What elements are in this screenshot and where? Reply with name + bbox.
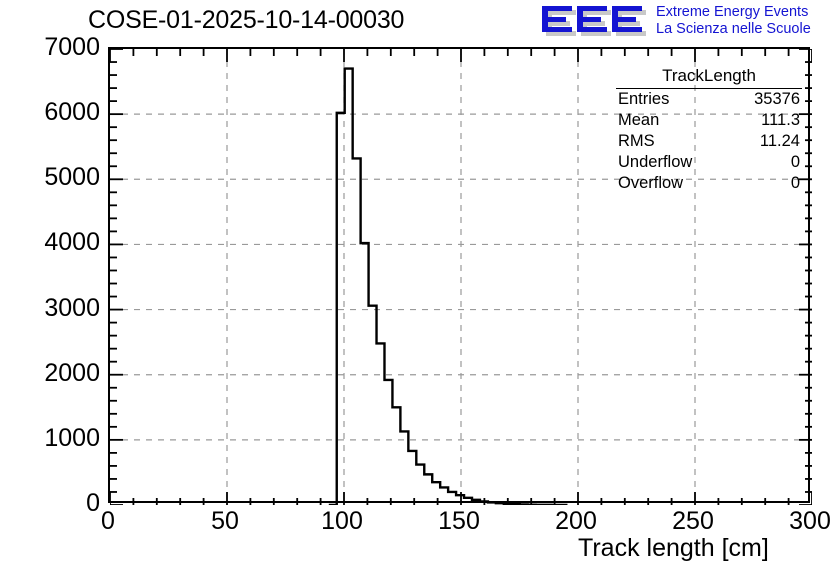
- y-tick-label: 4000: [44, 228, 100, 257]
- eee-mark-icon: [542, 6, 646, 36]
- y-tick-label: 2000: [44, 358, 100, 387]
- stats-row: Overflow 0: [616, 173, 802, 194]
- stats-row-value: 35376: [754, 90, 800, 108]
- stats-row-key: Entries: [618, 90, 670, 108]
- stats-box: TrackLength Entries 35376 Mean 111.3 RMS 11.2…: [616, 66, 802, 194]
- stats-row: Entries 35376: [616, 89, 802, 110]
- stats-row-value: 11.24: [759, 132, 800, 150]
- logo-line-2: La Scienza nelle Scuole: [656, 21, 811, 37]
- x-axis-title: Track length [cm]: [578, 534, 769, 562]
- y-tick-label: 0: [86, 489, 100, 517]
- stats-row-value: 111.3: [761, 111, 800, 129]
- stats-row-key: Overflow: [618, 174, 684, 192]
- x-tick-label: 0: [101, 507, 115, 535]
- stats-row: Underflow 0: [616, 152, 802, 173]
- logo-text-block: Extreme Energy Events La Scienza nelle S…: [656, 4, 811, 38]
- stats-row-value: 0: [790, 153, 800, 171]
- stats-row: Mean 111.3: [616, 110, 802, 131]
- axis-ticks: [110, 49, 812, 505]
- y-tick-label: 1000: [44, 423, 100, 452]
- histogram-outline: [328, 67, 568, 505]
- stats-rows: Entries 35376 Mean 111.3 RMS 11.24 Underflow 0 O…: [616, 89, 802, 194]
- x-tick-label: 200: [555, 507, 597, 535]
- stats-row-key: Mean: [618, 111, 660, 129]
- y-axis-title: Entries/bin: [0, 110, 2, 228]
- x-tick-label: 150: [438, 507, 480, 535]
- x-tick-label: 50: [211, 507, 239, 535]
- y-tick-label: 3000: [44, 293, 100, 322]
- logo-line-1: Extreme Energy Events: [656, 4, 809, 20]
- gridlines: [110, 49, 812, 505]
- y-tick-label: 5000: [44, 163, 100, 192]
- page-title: COSE-01-2025-10-14-00030: [88, 6, 405, 34]
- plot-frame: [108, 47, 812, 505]
- stats-title: TrackLength: [616, 66, 802, 89]
- stats-row-key: Underflow: [618, 153, 693, 171]
- stats-row: RMS 11.24: [616, 131, 802, 152]
- stats-row-key: RMS: [618, 132, 655, 150]
- x-tick-label: 300: [789, 507, 831, 535]
- stats-row-value: 0: [790, 174, 800, 192]
- x-tick-label: 100: [321, 507, 363, 535]
- histogram-plot: [110, 49, 812, 505]
- y-tick-label: 6000: [44, 98, 100, 127]
- eee-logo: Extreme Energy Events La Scienza nelle S…: [540, 2, 832, 44]
- x-tick-label: 250: [672, 507, 714, 535]
- y-tick-label: 7000: [44, 33, 100, 61]
